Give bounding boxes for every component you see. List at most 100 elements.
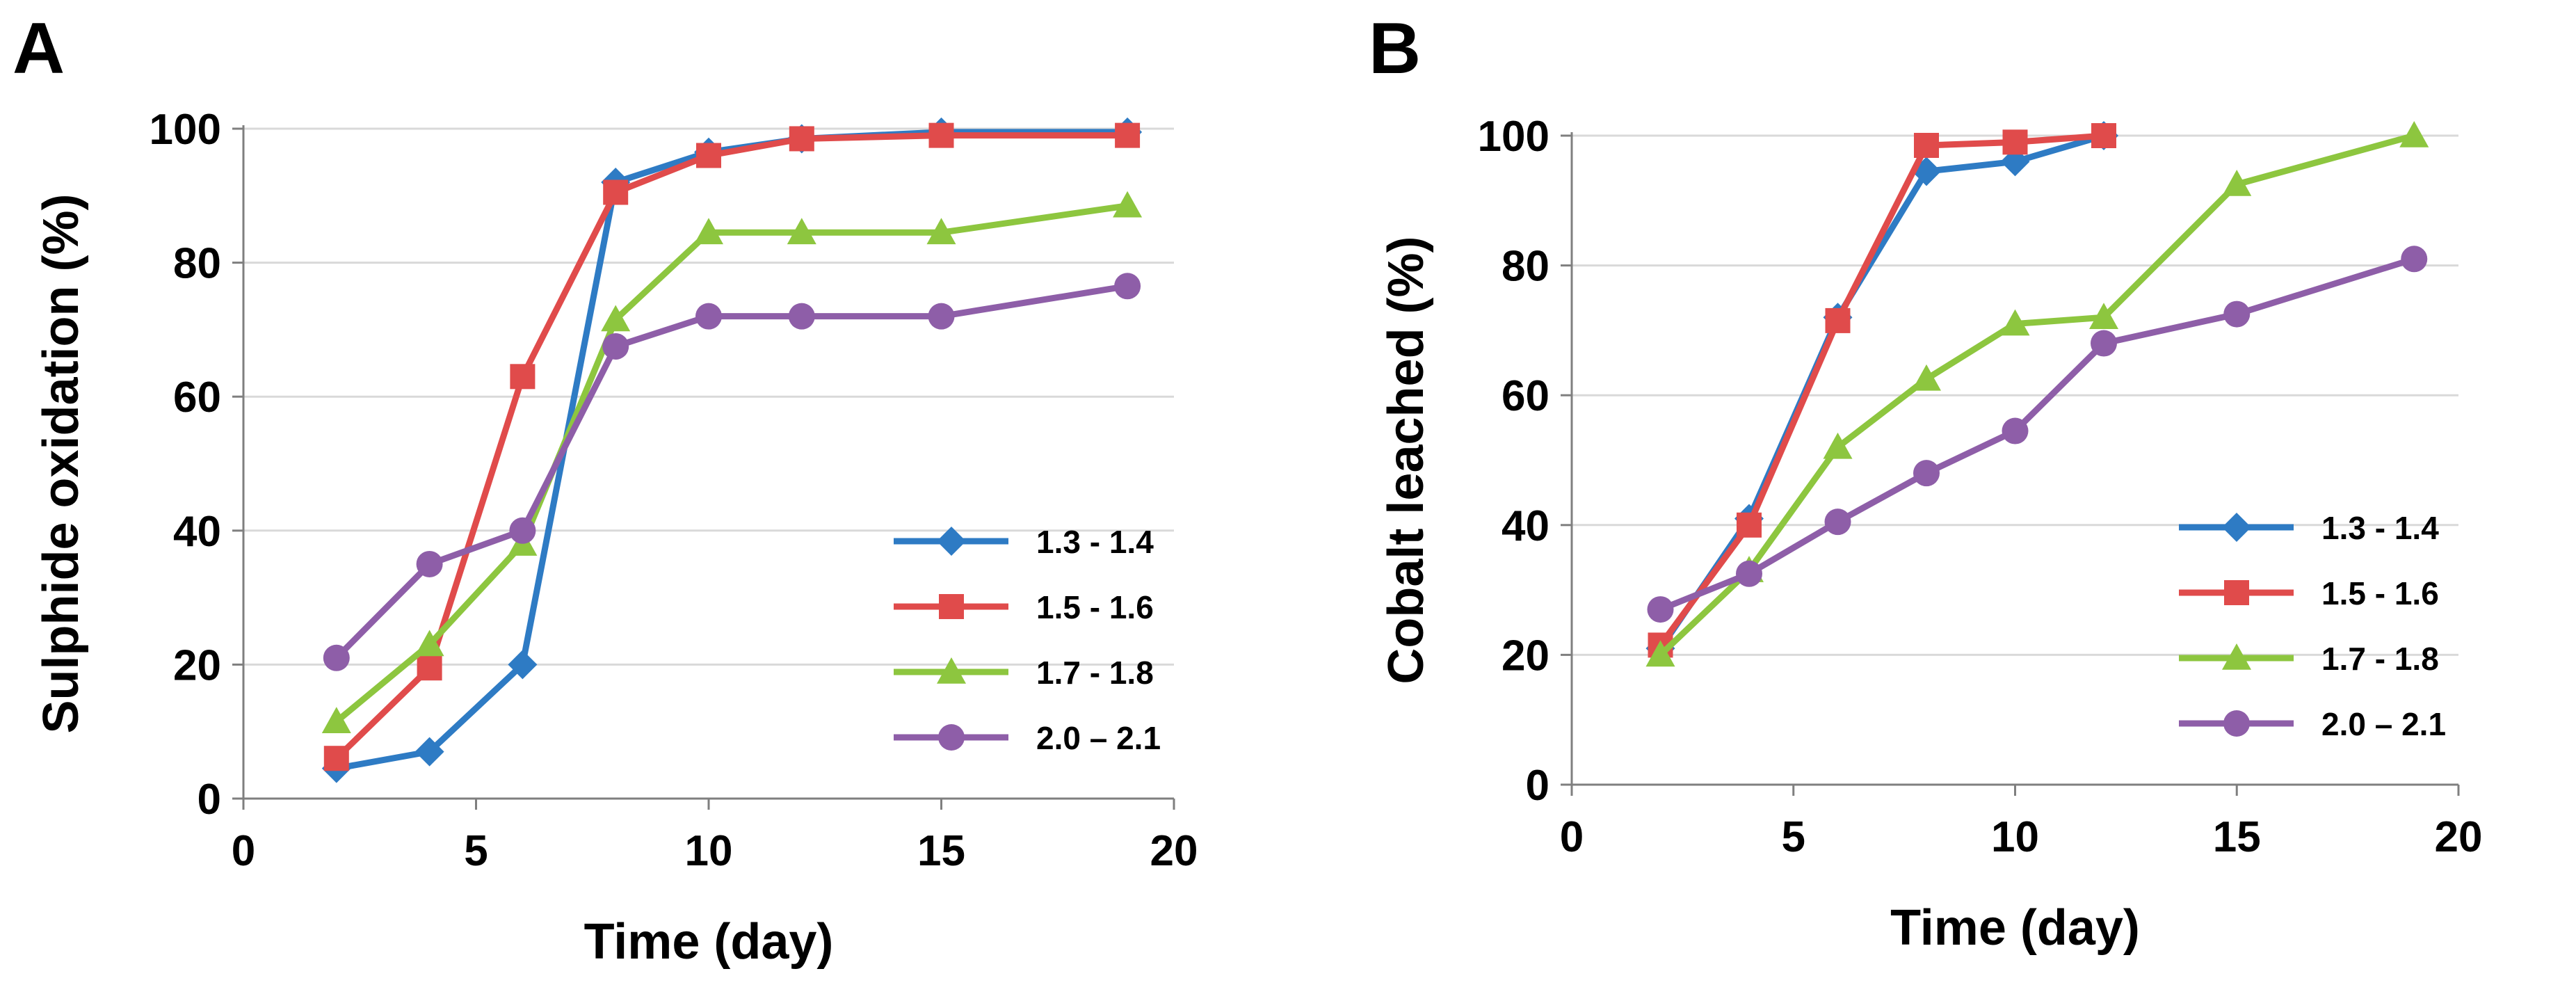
legend-marker [937,527,966,556]
x-tick-label: 15 [917,827,965,875]
y-tick-label: 40 [1502,502,1549,550]
data-point [2091,123,2116,148]
y-tick-label: 20 [1502,632,1549,680]
legend-item: 1.3 - 1.4 [2179,510,2439,546]
data-point [1737,512,1762,538]
data-point [508,650,538,680]
data-point [603,179,629,205]
data-point [323,644,350,671]
legend-item: 2.0 – 2.1 [894,720,1161,756]
data-point [926,218,956,245]
x-tick-label: 20 [1150,827,1198,875]
legend-label: 1.7 - 1.8 [2321,641,2439,677]
legend-label: 1.3 - 1.4 [1036,524,1154,560]
panel-label: A [13,8,65,89]
data-point [696,143,721,168]
y-axis-label: Cobalt leached (%) [1378,236,1434,684]
legend-marker [939,594,964,619]
y-tick-label: 60 [1502,372,1549,420]
data-point [1115,122,1141,148]
data-point [1914,132,1939,158]
series-1 [1645,121,2118,664]
y-tick-label: 100 [1478,113,1549,161]
x-axis-label: Time (day) [1890,900,2140,956]
x-tick-label: 0 [1560,813,1584,861]
legend-item: 1.7 - 1.8 [2179,641,2439,677]
series-line [333,129,1131,772]
legend: 1.3 - 1.4 1.5 - 1.6 1.7 - 1.8 2.0 – 2.1 [894,524,1161,756]
series-3 [1645,121,2429,667]
series-line [1657,132,2107,652]
data-point [1113,191,1143,218]
legend-item: 2.0 – 2.1 [2179,706,2446,742]
data-point [414,630,444,657]
x-tick-label: 20 [2435,813,2483,861]
series-3 [321,191,1143,734]
series-line [1657,132,2417,658]
y-tick-label: 40 [173,508,221,556]
data-point [787,218,816,245]
chart-panel-a: 0 20 40 60 80 100 0 5 10 15 20 Time (day) Sulphide o… [13,8,1198,970]
data-point [601,305,631,332]
data-point [2222,169,2252,196]
y-tick-label: 0 [198,776,221,824]
data-point [1736,560,1762,587]
legend-marker [937,657,966,684]
data-point [414,737,444,767]
legend-item: 1.3 - 1.4 [894,524,1154,560]
legend-label: 2.0 – 2.1 [2321,706,2446,742]
data-point [1825,307,1851,333]
x-tick-label: 5 [464,827,488,875]
data-point [928,122,954,148]
x-axis-label: Time (day) [584,914,834,970]
data-point [2089,303,2118,330]
data-point [788,303,815,330]
y-tick-label: 60 [173,374,221,422]
y-tick-label: 0 [1526,762,1549,810]
data-point [2000,309,2030,336]
legend-item: 1.5 - 1.6 [894,589,1154,625]
series-line [333,132,1131,762]
data-point [417,655,442,681]
y-axis-label: Sulphide oxidation (%) [33,194,89,734]
legend: 1.3 - 1.4 1.5 - 1.6 1.7 - 1.8 2.0 – 2.1 [2179,510,2446,742]
data-point [1647,596,1674,623]
series-line [333,282,1131,662]
y-tick-label: 80 [173,240,221,288]
legend-item: 1.7 - 1.8 [894,655,1154,691]
x-tick-label: 5 [1782,813,1805,861]
data-point [695,303,722,330]
data-point [1912,364,1941,391]
data-point [1114,273,1141,300]
legend-marker [2222,643,2251,670]
legend-item: 1.5 - 1.6 [2179,575,2439,611]
series-line [333,202,1131,725]
data-point [509,517,536,544]
legend-label: 1.7 - 1.8 [1036,655,1154,691]
series-line [1657,255,2417,613]
data-point [694,218,723,245]
chart-panel-b: 0 20 40 60 80 100 0 5 10 15 20 Time (day) Cobalt lea… [1369,8,2482,956]
data-point [2091,330,2117,357]
series-2 [323,122,1141,771]
data-point [2002,417,2029,445]
y-tick-label: 100 [150,106,221,154]
x-tick-label: 10 [685,827,733,875]
legend-label: 1.5 - 1.6 [1036,589,1154,625]
series-1 [321,117,1143,783]
data-point [789,126,814,152]
x-tick-label: 15 [2213,813,2261,861]
legend-marker [2222,513,2251,542]
legend-label: 1.5 - 1.6 [2321,575,2439,611]
x-tick-label: 0 [232,827,255,875]
y-tick-label: 20 [173,641,221,689]
legend-marker [2223,710,2250,737]
data-point [323,746,349,771]
legend-marker [938,724,965,751]
data-point [1824,508,1851,536]
series-2 [1648,123,2116,658]
y-tick-label: 80 [1502,243,1549,291]
data-point [510,364,536,390]
data-point [2223,301,2251,328]
